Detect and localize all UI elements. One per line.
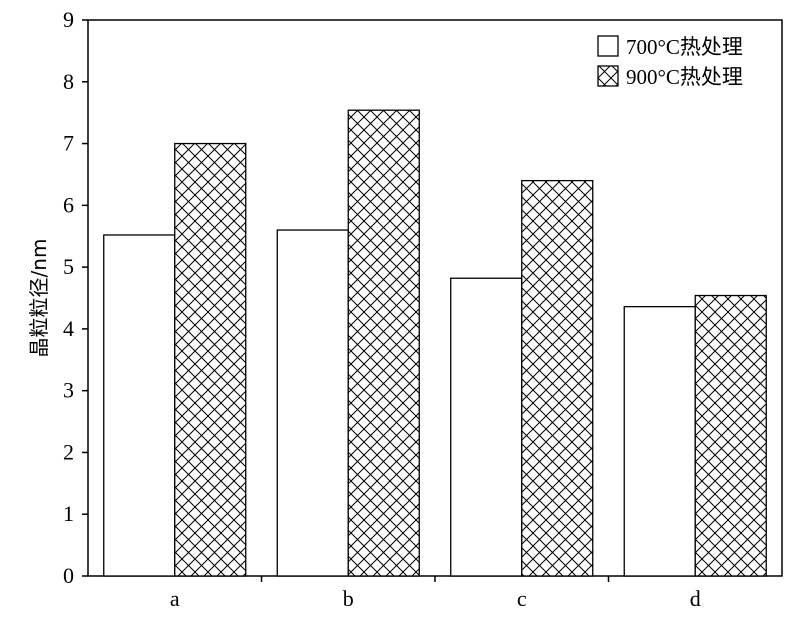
bar-700c-d [623,305,696,577]
y-tick-label: 9 [63,7,74,32]
legend: 700°C热处理 900°C热处理 [597,35,743,89]
x-axis: a b c d [170,576,701,611]
x-tick-label: a [170,586,180,611]
y-tick-label: 2 [63,439,74,464]
bar-900c-d [694,294,767,577]
y-tick-label: 5 [63,254,74,279]
plot-area [87,19,783,577]
y-tick-label: 0 [63,563,74,588]
legend-label: 700°C热处理 [626,35,743,59]
y-tick-label: 7 [63,131,74,156]
y-axis: 0 1 2 3 4 5 6 7 8 9 [63,7,88,588]
legend-label: 900°C热处理 [626,65,743,89]
bar-700c-a [103,234,176,577]
legend-swatch-700c [597,35,619,57]
x-tick-label: b [343,586,354,611]
bar-900c-a [174,142,247,577]
bar-700c-b [276,229,349,577]
bar-900c-b [347,109,420,577]
y-tick-label: 6 [63,192,74,217]
y-tick-label: 4 [63,316,74,341]
bar-700c-c [450,277,523,577]
x-tick-label: c [517,586,527,611]
legend-swatch-900c [597,65,619,87]
y-axis-title: 晶粒粒径/nm [27,239,51,358]
y-tick-label: 8 [63,69,74,94]
bar-900c-c [521,179,594,577]
y-tick-label: 1 [63,501,74,526]
x-tick-label: d [690,586,701,611]
y-tick-label: 3 [63,378,74,403]
